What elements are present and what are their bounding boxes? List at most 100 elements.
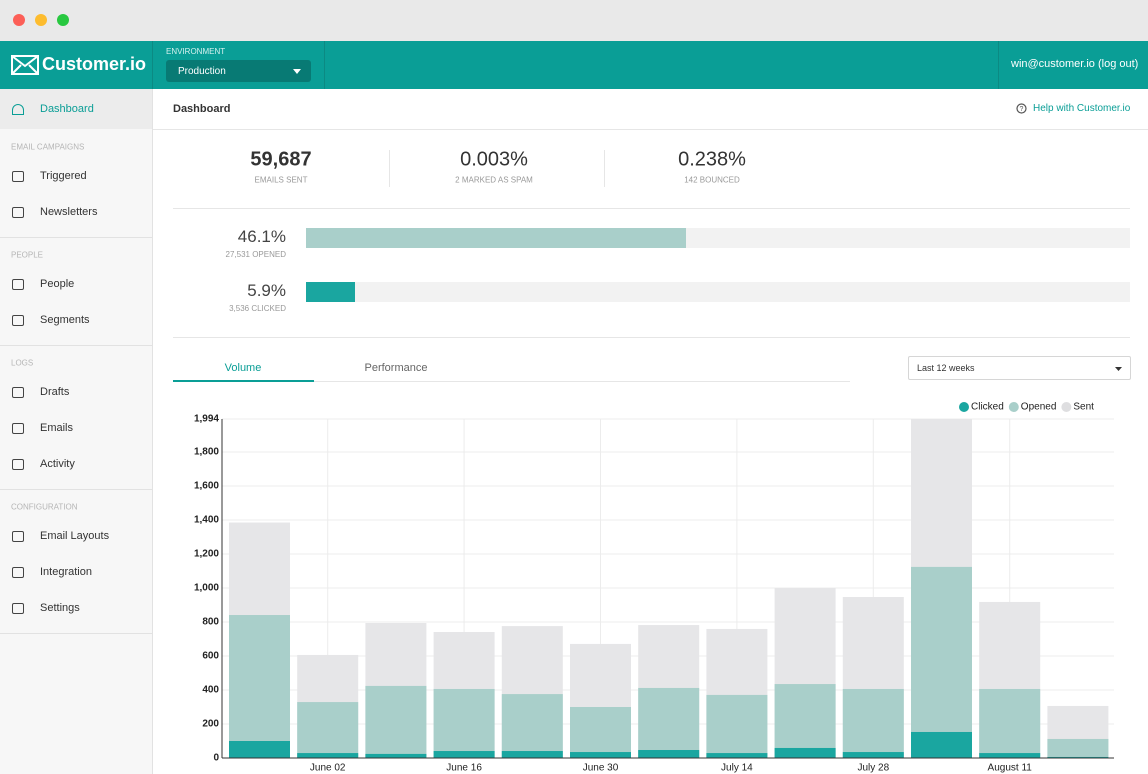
page-title: Dashboard [173,103,231,115]
rate-value: 46.1% [237,227,286,246]
bar [570,706,631,758]
nav-icon [12,279,24,290]
divider [0,345,152,346]
bar [638,687,700,758]
rate-detail: 3,536 CLICKED [229,304,286,313]
nav-item[interactable]: People [0,266,152,302]
nav-item[interactable]: Newsletters [0,194,152,230]
account-link[interactable]: win@customer.io (log out) [1011,58,1139,70]
x-tick-label: June 16 [446,763,482,774]
rate-detail: 27,531 OPENED [225,250,286,259]
bar [229,740,290,758]
nav-label: Triggered [40,170,87,182]
top-bar: Customer.io ENVIRONMENT Production win@c… [0,41,1148,89]
separator [324,41,325,89]
nav-label: Emails [40,422,74,434]
help-link[interactable]: Help with Customer.io [1033,103,1131,114]
nav-item[interactable]: Drafts [0,374,152,410]
stat-value: 0.238% [678,148,746,171]
rate-bar [306,228,686,248]
bar [570,752,631,758]
nav-icon [12,207,24,218]
rate-value: 5.9% [247,281,286,300]
nav-item[interactable]: Triggered [0,158,152,194]
bar [433,688,495,758]
nav-item[interactable]: Activity [0,446,152,482]
divider [0,237,152,238]
nav-icon [12,459,24,470]
legend-swatch [959,402,969,412]
dropdown-caret [1115,367,1122,371]
nav-icon [12,567,24,578]
y-tick-label: 1,800 [194,447,219,458]
close-button[interactable] [13,14,25,26]
tab-volume[interactable]: Volume [224,362,262,374]
nav-item[interactable]: Email Layouts [0,518,152,554]
nav-label: Segments [40,314,90,326]
bar [297,753,359,758]
legend-swatch [1061,402,1072,412]
legend-label: Opened [1021,402,1057,413]
sidebar: Dashboard EMAIL CAMPAIGNS Triggered Newslet… [0,89,153,774]
bar [706,694,768,758]
separator [604,150,605,187]
section-title: LOGS [11,358,34,368]
bar [842,752,904,758]
stat-label: 142 BOUNCED [684,175,740,185]
x-tick-label: June 30 [583,763,619,774]
separator [173,208,1130,209]
tab-performance[interactable]: Performance [364,362,428,374]
stat-value: 0.003% [460,148,528,171]
browser-chrome [0,0,1148,41]
rate-bar [306,282,355,302]
environment-select[interactable]: Production [166,60,311,82]
bar [365,685,427,758]
separator [152,41,153,89]
nav-icon [12,531,24,542]
divider [0,489,152,490]
divider [0,633,152,634]
bar [501,694,563,758]
minimize-button[interactable] [35,14,47,26]
stat-label: 2 MARKED AS SPAM [455,175,533,185]
nav-icon [12,171,24,182]
nav-label: Settings [40,602,80,614]
nav-item[interactable]: Settings [0,590,152,626]
nav-item[interactable]: Emails [0,410,152,446]
nav-item[interactable]: Dashboard [0,89,152,129]
nav-item[interactable]: Segments [0,302,152,338]
nav-item[interactable]: Integration [0,554,152,590]
nav-icon [12,387,24,398]
y-tick-label: 200 [202,719,219,730]
x-tick-label: July 28 [857,763,889,774]
separator [314,381,850,382]
bar [979,688,1041,758]
logo-text[interactable]: Customer.io [42,54,147,74]
bar [365,753,427,758]
bar [706,753,768,758]
y-tick-label: 800 [202,617,219,628]
section-title: EMAIL CAMPAIGNS [11,142,85,152]
range-select[interactable]: Last 12 weeks [908,356,1131,380]
bar [638,750,700,758]
bar [911,566,972,758]
nav-label: People [40,278,75,290]
rate-track [306,282,1130,302]
zoom-button[interactable] [57,14,69,26]
stat-label: EMAILS SENT [254,175,308,185]
environment-value: Production [178,66,226,77]
range-value: Last 12 weeks [917,363,975,373]
y-tick-label: 1,200 [194,549,219,560]
separator [173,337,1130,338]
stat-value: 59,687 [250,148,312,171]
legend-label: Clicked [971,402,1004,413]
bar [979,753,1041,758]
nav-label: Newsletters [40,206,98,218]
nav-label: Dashboard [40,103,94,115]
y-tick-label: 0 [213,753,219,764]
legend-label: Sent [1073,402,1094,413]
bar [433,751,495,758]
dropdown-caret [293,69,301,74]
section-title: PEOPLE [11,250,44,260]
